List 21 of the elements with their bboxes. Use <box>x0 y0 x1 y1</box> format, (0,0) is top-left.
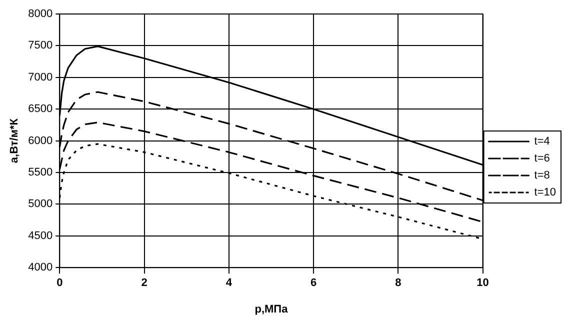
x-tick-label: 0 <box>56 277 63 290</box>
y-tick-label: 6500 <box>28 103 53 116</box>
y-tick-label: 5000 <box>28 198 53 210</box>
y-axis-title: a,Вт/м*К <box>8 118 21 164</box>
x-tick-label: 8 <box>395 277 402 290</box>
y-tick-label: 4500 <box>28 230 53 242</box>
y-tick-label: 4000 <box>28 262 53 274</box>
y-tick-label: 5500 <box>28 166 53 179</box>
x-tick-label: 6 <box>310 277 317 290</box>
legend-label: t=8 <box>534 170 550 182</box>
x-axis-title: p,МПа <box>254 303 289 316</box>
y-tick-label: 7000 <box>28 71 53 84</box>
x-tick-label: 10 <box>476 277 489 290</box>
x-tick-label: 2 <box>141 277 148 290</box>
x-tick-label: 4 <box>226 277 233 290</box>
legend-label: t=4 <box>534 136 550 148</box>
y-tick-label: 6000 <box>28 134 53 147</box>
legend-label: t=6 <box>534 152 550 165</box>
y-tick-label: 7500 <box>28 40 53 52</box>
legend-label: t=10 <box>534 186 556 199</box>
y-tick-label: 8000 <box>28 8 53 20</box>
